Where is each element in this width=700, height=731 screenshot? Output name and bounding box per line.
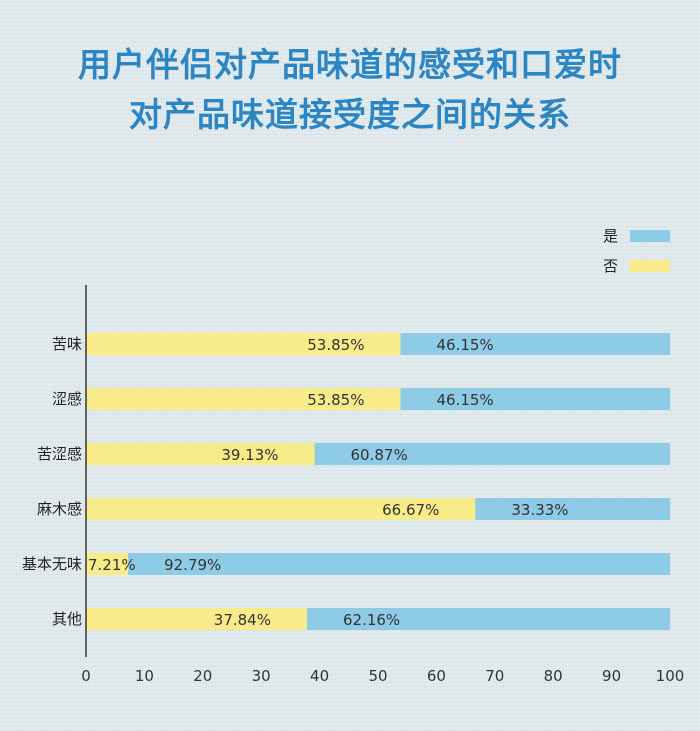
- x-tick-label-10: 100: [656, 667, 685, 685]
- category-label-2: 苦涩感: [37, 445, 82, 463]
- value-label-yes-3: 33.33%: [511, 501, 568, 519]
- category-label-0: 苦味: [52, 335, 82, 353]
- value-label-no-0: 53.85%: [307, 336, 364, 354]
- x-tick-label-0: 0: [81, 667, 91, 685]
- value-label-yes-0: 46.15%: [436, 336, 493, 354]
- legend-label-0: 是: [603, 227, 618, 245]
- value-label-yes-1: 46.15%: [436, 391, 493, 409]
- value-label-no-3: 66.67%: [382, 501, 439, 519]
- x-tick-label-6: 60: [427, 667, 446, 685]
- value-label-no-4: 7.21%: [88, 556, 136, 574]
- x-tick-label-9: 90: [602, 667, 621, 685]
- legend-label-1: 否: [603, 257, 618, 275]
- bar-yes-0: [400, 333, 670, 355]
- x-tick-label-1: 10: [135, 667, 154, 685]
- x-tick-label-2: 20: [193, 667, 212, 685]
- value-label-yes-2: 60.87%: [351, 446, 408, 464]
- bar-no-5: [86, 608, 307, 630]
- chart-title: 用户伴侣对产品味道的感受和口爱时 对产品味道接受度之间的关系: [0, 40, 700, 140]
- bar-no-2: [86, 443, 315, 465]
- category-label-3: 麻木感: [37, 500, 82, 518]
- x-tick-label-4: 40: [310, 667, 329, 685]
- value-label-no-1: 53.85%: [307, 391, 364, 409]
- x-tick-label-3: 30: [252, 667, 271, 685]
- x-tick-label-7: 70: [485, 667, 504, 685]
- legend-swatch-0: [630, 230, 670, 242]
- category-label-4: 基本无味: [22, 555, 82, 573]
- x-tick-label-5: 50: [368, 667, 387, 685]
- legend-swatch-1: [630, 260, 670, 272]
- bar-no-0: [86, 333, 401, 355]
- value-label-yes-5: 62.16%: [343, 611, 400, 629]
- bar-yes-5: [306, 608, 670, 630]
- category-label-1: 涩感: [52, 390, 82, 408]
- bar-yes-4: [128, 553, 671, 575]
- value-label-no-5: 37.84%: [214, 611, 271, 629]
- value-label-yes-4: 92.79%: [164, 556, 221, 574]
- bar-yes-2: [314, 443, 670, 465]
- bar-yes-1: [400, 388, 670, 410]
- value-label-no-2: 39.13%: [221, 446, 278, 464]
- bar-yes-3: [475, 498, 670, 520]
- bar-no-3: [86, 498, 476, 520]
- category-label-5: 其他: [52, 610, 82, 628]
- title-line-1: 用户伴侣对产品味道的感受和口爱时: [78, 45, 622, 84]
- bar-no-4: [86, 553, 129, 575]
- bar-no-1: [86, 388, 401, 410]
- x-tick-label-8: 80: [544, 667, 563, 685]
- title-line-2: 对产品味道接受度之间的关系: [129, 95, 571, 134]
